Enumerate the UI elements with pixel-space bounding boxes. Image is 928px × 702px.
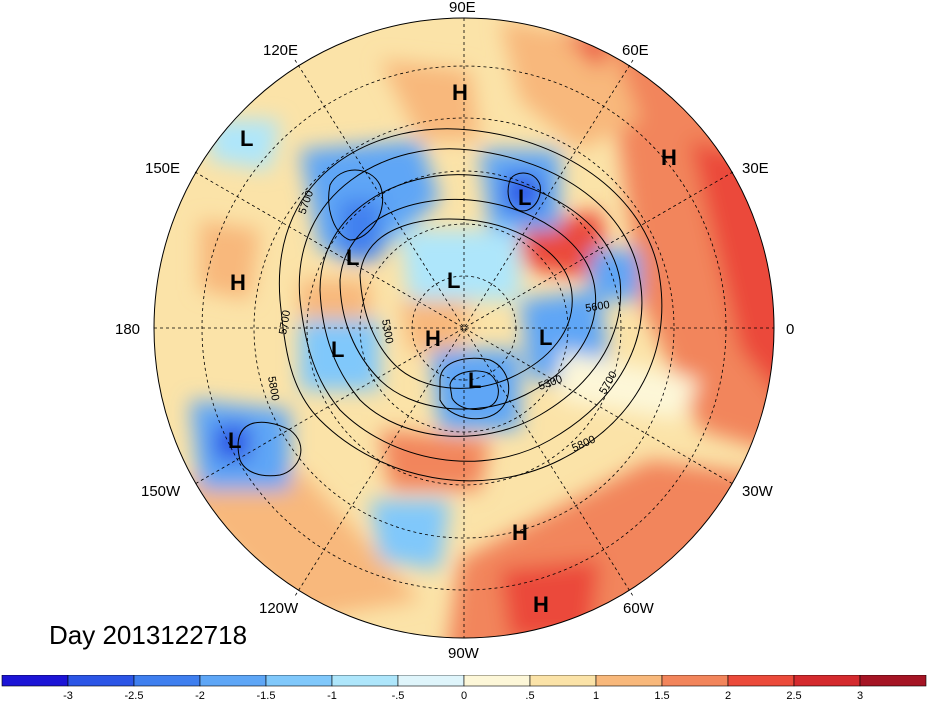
pressure-center-high: H — [661, 145, 677, 170]
pressure-center-high: H — [425, 326, 441, 351]
polar-map: 90E 60E 30E 0 30W 60W 90W 120W 150W 180 … — [115, 0, 794, 662]
pressure-center-high: H — [512, 520, 528, 545]
colorbar-tick-label: .5 — [525, 690, 534, 702]
colorbar-box — [595, 675, 663, 687]
contour-label: 5300 — [379, 318, 395, 344]
lon-label-0: 0 — [786, 321, 794, 338]
colorbar-tick-label: -1 — [327, 690, 337, 702]
pressure-center-low: L — [331, 337, 344, 362]
colorbar-tick-label: 1 — [593, 690, 599, 702]
pressure-center-low: L — [518, 185, 531, 210]
colorbar-tick-label: 0 — [461, 690, 467, 702]
map-boundary — [153, 17, 775, 639]
graticule — [154, 18, 774, 638]
lon-label-180: 180 — [115, 321, 140, 338]
colorbar-box — [1, 675, 69, 687]
geopotential-contours — [237, 128, 663, 482]
pressure-center-low: L — [447, 268, 460, 293]
colorbar-box — [463, 675, 531, 687]
lon-label-120e: 120E — [263, 42, 298, 59]
colorbar-box — [727, 675, 795, 687]
contour-label: 5600 — [584, 299, 610, 315]
date-title: Day 2013122718 — [49, 620, 248, 650]
lon-label-150w: 150W — [141, 483, 181, 500]
lon-label-30w: 30W — [742, 483, 774, 500]
colorbar-tick-label: -1.5 — [257, 690, 276, 702]
colorbar-tick-label: 1.5 — [654, 690, 669, 702]
colorbar-box — [67, 675, 135, 687]
pressure-centers: H L L H L L L H L H L L H H H — [228, 80, 677, 617]
colorbar-box — [331, 675, 399, 687]
pressure-center-high: H — [452, 80, 468, 105]
colorbar-ticks: -3 -2.5 -2 -1.5 -1 -.5 0 .5 1 1.5 2 2.5 3 — [63, 690, 863, 702]
pressure-center-low: L — [228, 428, 241, 453]
lon-label-90e: 90E — [449, 0, 476, 16]
colorbar-tick-label: -2.5 — [125, 690, 144, 702]
colorbar: -3 -2.5 -2 -1.5 -1 -.5 0 .5 1 1.5 2 2.5 3 — [1, 675, 927, 702]
lon-label-150e: 150E — [145, 160, 180, 177]
longitude-labels: 90E 60E 30E 0 30W 60W 90W 120W 150W 180 … — [115, 0, 794, 662]
colorbar-tick-label: 2 — [725, 690, 731, 702]
lon-label-120w: 120W — [259, 600, 299, 617]
colorbar-box — [397, 675, 465, 687]
colorbar-box — [661, 675, 729, 687]
colorbar-box — [265, 675, 333, 687]
colorbar-tick-label: -2 — [195, 690, 205, 702]
pressure-center-low: L — [346, 245, 359, 270]
lon-label-30e: 30E — [742, 160, 769, 177]
lon-label-60w: 60W — [623, 600, 655, 617]
lon-label-60e: 60E — [622, 42, 649, 59]
colorbar-box — [199, 675, 267, 687]
colorbar-box — [859, 675, 927, 687]
contour-label: 5800 — [265, 375, 281, 401]
pressure-center-high: H — [230, 270, 246, 295]
colorbar-tick-label: -3 — [63, 690, 73, 702]
colorbar-box — [529, 675, 597, 687]
pressure-center-high: H — [533, 592, 549, 617]
colorbar-boxes — [1, 675, 927, 687]
colorbar-tick-label: -.5 — [392, 690, 405, 702]
pressure-center-low: L — [468, 368, 481, 393]
lon-label-90w: 90W — [448, 645, 480, 662]
colorbar-tick-label: 3 — [857, 690, 863, 702]
colorbar-box — [133, 675, 201, 687]
pressure-center-low: L — [240, 126, 253, 151]
colorbar-box — [793, 675, 861, 687]
colorbar-tick-label: 2.5 — [786, 690, 801, 702]
contour-label: 5700 — [277, 309, 293, 335]
anomaly-field — [154, 18, 774, 638]
pressure-center-low: L — [539, 325, 552, 350]
